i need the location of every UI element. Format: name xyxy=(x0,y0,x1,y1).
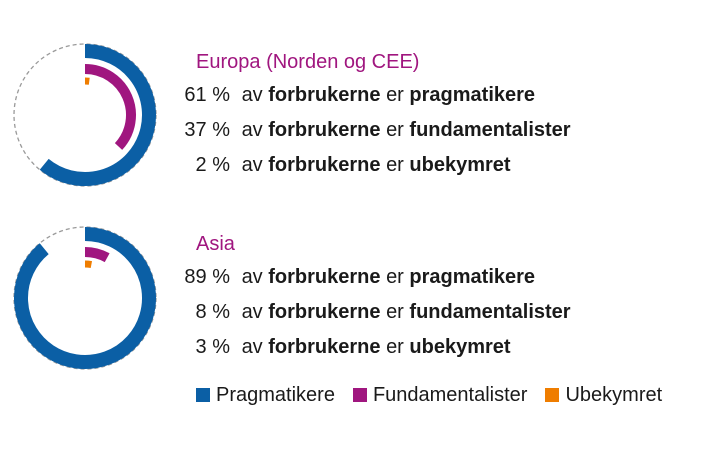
europe-block: Europa (Norden og CEE) 61 % av forbruker… xyxy=(184,50,589,188)
stat-noun: forbrukerne xyxy=(268,119,381,141)
stat-av: av xyxy=(241,301,263,323)
stat-verb: er xyxy=(386,266,404,288)
stat-category: ubekymret xyxy=(409,336,511,358)
legend-label: Pragmatikere xyxy=(216,384,335,406)
stat-percent: 8 % xyxy=(195,301,230,323)
stat-category: fundamentalister xyxy=(409,119,571,141)
stat-av: av xyxy=(241,119,263,141)
asia-block: Asia 89 % av forbrukerne er pragmatikere… xyxy=(184,232,589,370)
asia-ring-chart xyxy=(13,226,157,370)
stat-category: ubekymret xyxy=(409,154,511,176)
europe-ring-pragmatikere xyxy=(39,44,156,186)
stat-verb: er xyxy=(386,301,404,323)
asia-ring-pragmatikere xyxy=(14,227,156,369)
stat-verb: er xyxy=(386,119,404,141)
legend-item-fundamentalister: Fundamentalister xyxy=(352,383,528,407)
stat-av: av xyxy=(241,154,263,176)
stat-percent: 89 % xyxy=(184,266,230,288)
stat-verb: er xyxy=(386,154,404,176)
stat-category: pragmatikere xyxy=(409,266,536,288)
stat-percent: 61 % xyxy=(184,84,230,106)
asia-heading: Asia xyxy=(196,232,589,256)
asia-region-name: Asia xyxy=(196,233,235,255)
legend-item-pragmatikere: Pragmatikere xyxy=(196,383,335,407)
europe-ring-chart xyxy=(13,43,157,187)
stat-av: av xyxy=(241,84,263,106)
europe-region-suffix: (Norden og CEE) xyxy=(266,51,420,73)
legend-label: Fundamentalister xyxy=(372,384,528,406)
europe-ring-fundamentalister xyxy=(84,64,136,150)
europe-heading: Europa (Norden og CEE) xyxy=(196,50,589,74)
asia-ring-fundamentalister xyxy=(84,247,110,263)
stat-av: av xyxy=(241,336,263,358)
stat-category: fundamentalister xyxy=(409,301,571,323)
stat-noun: forbrukerne xyxy=(268,301,381,323)
stat-percent: 37 % xyxy=(184,119,230,141)
stat-verb: er xyxy=(386,84,404,106)
stat-percent: 2 % xyxy=(195,154,230,176)
stat-noun: forbrukerne xyxy=(268,84,381,106)
stat-av: av xyxy=(241,266,263,288)
europe-region-name: Europa xyxy=(196,51,261,73)
stat-noun: forbrukerne xyxy=(268,336,381,358)
legend-swatch-pragmatikere xyxy=(196,388,210,402)
legend-label: Ubekymret xyxy=(565,384,663,406)
stat-percent: 3 % xyxy=(195,336,230,358)
asia-row-fundamentalister: 8 % av forbrukerne er fundamentalister xyxy=(178,300,571,324)
stat-verb: er xyxy=(386,336,404,358)
europe-row-pragmatikere: 61 % av forbrukerne er pragmatikere xyxy=(178,83,571,107)
stat-category: pragmatikere xyxy=(409,84,536,106)
stat-noun: forbrukerne xyxy=(268,266,381,288)
asia-row-ubekymret: 3 % av forbrukerne er ubekymret xyxy=(178,335,571,359)
legend-swatch-fundamentalister xyxy=(352,388,367,402)
legend: Pragmatikere Fundamentalister Ubekymret xyxy=(196,383,680,407)
asia-row-pragmatikere: 89 % av forbrukerne er pragmatikere xyxy=(178,265,571,289)
stat-noun: forbrukerne xyxy=(268,154,381,176)
legend-item-ubekymret: Ubekymret xyxy=(545,383,662,407)
europe-row-ubekymret: 2 % av forbrukerne er ubekymret xyxy=(178,153,571,177)
europe-row-fundamentalister: 37 % av forbrukerne er fundamentalister xyxy=(178,118,571,142)
asia-ring-ubekymret xyxy=(84,260,93,269)
legend-swatch-ubekymret xyxy=(545,388,560,402)
